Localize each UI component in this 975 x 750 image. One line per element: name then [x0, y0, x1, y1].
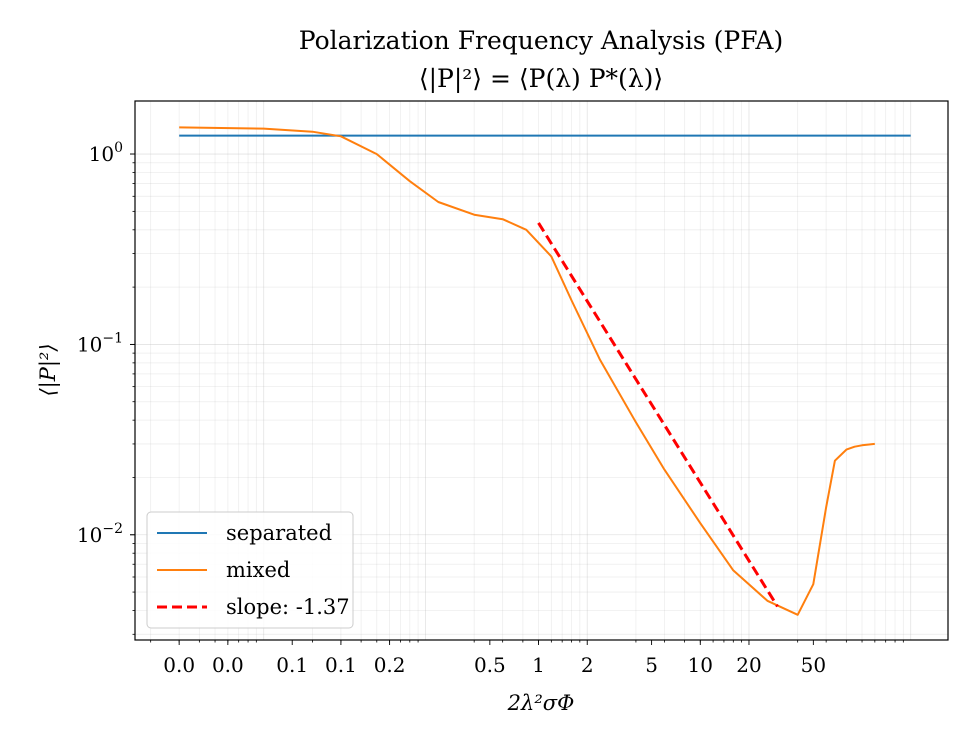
x-tick-label: 0.2	[374, 653, 406, 677]
legend-label-2: slope: -1.37	[226, 595, 350, 619]
axis-ticks: 0.0 0.0 0.1 0.1 0.2 0.5 1 2 5 10 20 50 100 10−1 10−2	[77, 140, 904, 677]
x-tick-label: 50	[801, 653, 826, 677]
x-tick-label: 1	[532, 653, 545, 677]
chart-title: Polarization Frequency Analysis (PFA)	[299, 26, 783, 55]
x-tick-label: 0.0	[212, 653, 244, 677]
x-tick-label: 20	[736, 653, 761, 677]
y-axis-label: ⟨|P|²⟩	[36, 343, 61, 396]
series-line-2	[537, 222, 779, 608]
y-tick-label: 10−1	[77, 330, 123, 356]
x-tick-label: 5	[645, 653, 658, 677]
legend: separated mixed slope: -1.37	[146, 511, 354, 629]
x-tick-label: 0.1	[276, 653, 308, 677]
grid	[135, 101, 948, 640]
x-tick-label: 10	[688, 653, 713, 677]
x-tick-label: 0.5	[474, 653, 506, 677]
x-axis-label: 2λ²σΦ	[507, 691, 575, 715]
plot-frame	[134, 100, 949, 641]
y-tick-label: 100	[89, 140, 123, 166]
series-line-1	[179, 126, 875, 616]
y-tick-label: 10−2	[77, 521, 123, 547]
x-tick-label: 0.1	[325, 653, 357, 677]
plot-lines	[179, 126, 911, 616]
legend-label-0: separated	[226, 521, 332, 545]
x-tick-label: 2	[581, 653, 594, 677]
legend-box	[146, 511, 354, 629]
chart-subtitle: ⟨|P|²⟩ = ⟨P(λ) P*(λ)⟩	[419, 64, 663, 94]
legend-label-1: mixed	[226, 558, 290, 582]
x-tick-label: 0.0	[163, 653, 195, 677]
